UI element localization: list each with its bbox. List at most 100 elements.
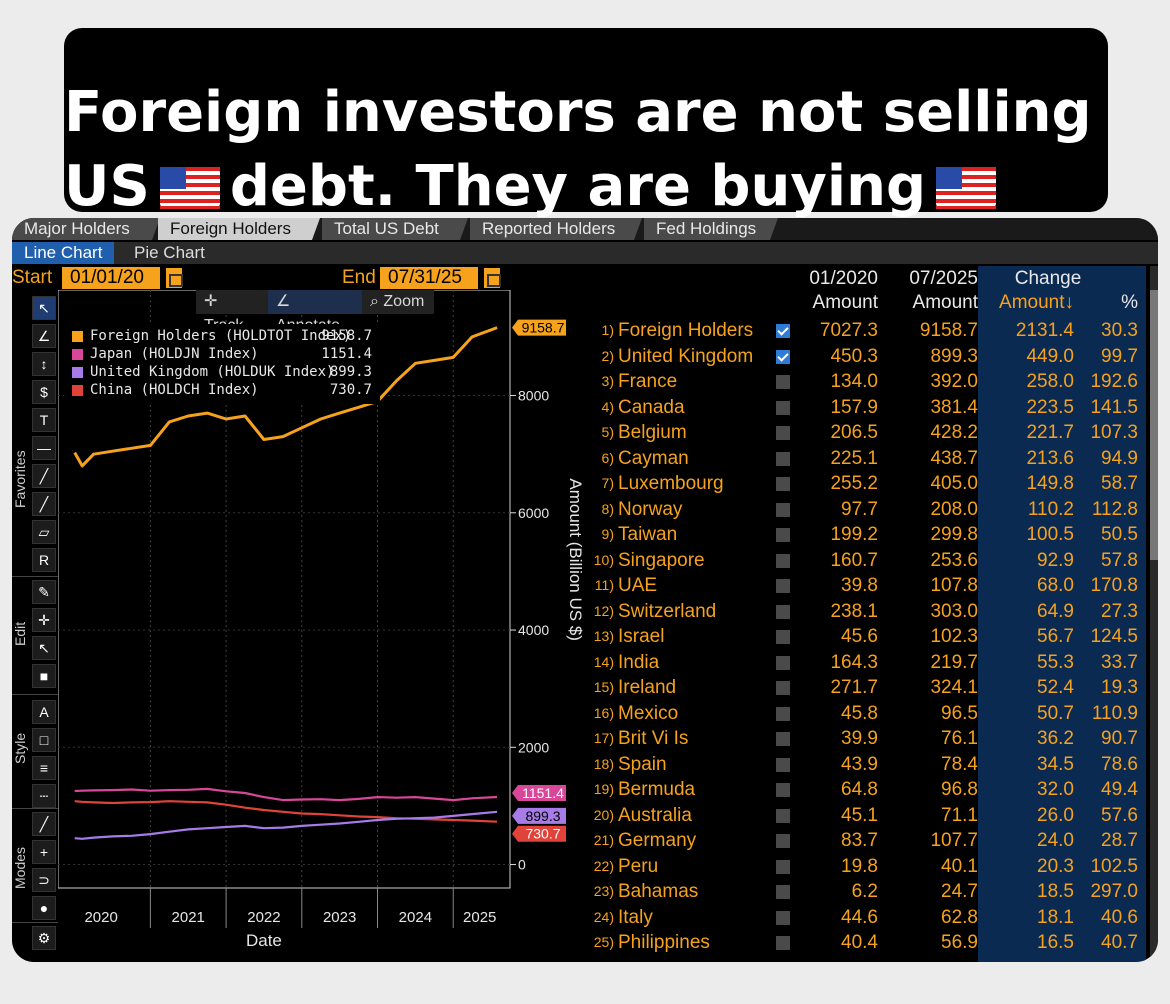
start-date-field[interactable]: 01/01/20 bbox=[62, 267, 160, 289]
table-row[interactable]: 9) Taiwan 199.2 299.8 100.5 50.5 bbox=[578, 522, 1144, 547]
eraser-icon[interactable]: ╱ bbox=[32, 812, 56, 836]
row-name[interactable]: Israel bbox=[618, 626, 665, 647]
line-tool-icon[interactable]: ∠ bbox=[32, 324, 56, 348]
table-row[interactable]: 6) Cayman 225.1 438.7 213.6 94.9 bbox=[578, 446, 1144, 471]
row-name[interactable]: Bahamas bbox=[618, 881, 699, 902]
tab-total-us-debt[interactable]: Total US Debt bbox=[322, 218, 468, 240]
table-row[interactable]: 3) France 134.0 392.0 258.0 192.6 bbox=[578, 369, 1144, 394]
row-name[interactable]: Cayman bbox=[618, 447, 689, 469]
scrollbar-thumb[interactable] bbox=[1150, 290, 1158, 560]
tab-reported-holders[interactable]: Reported Holders bbox=[470, 218, 642, 240]
row-checkbox[interactable] bbox=[776, 477, 790, 491]
tab-major-holders[interactable]: Major Holders bbox=[12, 218, 160, 240]
row-checkbox[interactable] bbox=[776, 528, 790, 542]
row-checkbox[interactable] bbox=[776, 655, 790, 670]
row-name[interactable]: India bbox=[618, 651, 660, 673]
row-name[interactable]: Peru bbox=[618, 855, 659, 877]
end-date-field[interactable]: 07/31/25 bbox=[380, 267, 478, 289]
tab-foreign-holders[interactable]: Foreign Holders bbox=[158, 218, 320, 240]
end-calendar-icon[interactable] bbox=[484, 268, 501, 288]
table-row[interactable]: 8) Norway 97.7 208.0 110.2 112.8 bbox=[578, 497, 1144, 522]
table-row[interactable]: 13) Israel 45.6 102.3 56.7 124.5 bbox=[578, 624, 1144, 649]
row-checkbox[interactable] bbox=[776, 885, 790, 899]
table-row[interactable]: 4) Canada 157.9 381.4 223.5 141.5 bbox=[578, 395, 1144, 420]
percent-tool-icon[interactable]: ↕ bbox=[32, 352, 56, 376]
channel-tool-icon[interactable]: ▱ bbox=[32, 520, 56, 544]
pointer-tool-icon[interactable]: ↖ bbox=[32, 296, 56, 320]
row-checkbox[interactable] bbox=[776, 451, 790, 466]
zoom-button[interactable]: ⌕ Zoom bbox=[362, 290, 434, 314]
table-row[interactable]: 20) Australia 45.1 71.1 26.0 57.6 bbox=[578, 803, 1144, 828]
table-row[interactable]: 11) UAE 39.8 107.8 68.0 170.8 bbox=[578, 573, 1144, 598]
row-checkbox[interactable] bbox=[776, 400, 790, 415]
row-name[interactable]: Italy bbox=[618, 906, 653, 928]
track-button[interactable]: ✛ Track bbox=[196, 290, 268, 334]
row-checkbox[interactable] bbox=[776, 324, 790, 338]
row-name[interactable]: Switzerland bbox=[618, 600, 717, 622]
subtab-line-chart[interactable]: Line Chart bbox=[12, 242, 115, 264]
row-name[interactable]: Ireland bbox=[618, 677, 677, 698]
font-style-icon[interactable]: A bbox=[32, 700, 56, 724]
row-checkbox[interactable] bbox=[776, 349, 790, 364]
row-name[interactable]: Canada bbox=[618, 396, 685, 418]
pencil-icon[interactable]: ✎ bbox=[32, 580, 56, 604]
table-row[interactable]: 19) Bermuda 64.8 96.8 32.0 49.4 bbox=[578, 777, 1144, 802]
row-checkbox[interactable] bbox=[776, 579, 790, 593]
row-name[interactable]: Germany bbox=[618, 830, 697, 851]
start-calendar-icon[interactable] bbox=[166, 268, 183, 288]
table-row[interactable]: 22) Peru 19.8 40.1 20.3 102.5 bbox=[578, 854, 1144, 879]
row-name[interactable]: Philippines bbox=[618, 932, 710, 953]
table-row[interactable]: 24) Italy 44.6 62.8 18.1 40.6 bbox=[578, 905, 1144, 930]
row-checkbox[interactable] bbox=[776, 834, 790, 848]
row-checkbox[interactable] bbox=[776, 375, 790, 389]
row-name[interactable]: Belgium bbox=[618, 422, 687, 443]
row-checkbox[interactable] bbox=[776, 808, 790, 823]
table-row[interactable]: 5) Belgium 206.5 428.2 221.7 107.3 bbox=[578, 420, 1144, 445]
row-checkbox[interactable] bbox=[776, 732, 790, 746]
magnet-icon[interactable]: ⊃ bbox=[32, 868, 56, 892]
select-add-icon[interactable]: ↖ bbox=[32, 636, 56, 660]
dollar-tool-icon[interactable]: $ bbox=[32, 380, 56, 404]
row-checkbox[interactable] bbox=[776, 630, 790, 644]
trash-icon[interactable]: ■ bbox=[32, 664, 56, 688]
row-name[interactable]: Australia bbox=[618, 804, 692, 826]
row-checkbox[interactable] bbox=[776, 757, 790, 772]
horizontal-line-icon[interactable]: — bbox=[32, 436, 56, 460]
table-row[interactable]: 21) Germany 83.7 107.7 24.0 28.7 bbox=[578, 828, 1144, 853]
header-amount-2[interactable]: Amount bbox=[912, 292, 978, 313]
fill-color-icon[interactable]: □ bbox=[32, 728, 56, 752]
table-row[interactable]: 14) India 164.3 219.7 55.3 33.7 bbox=[578, 650, 1144, 675]
row-checkbox[interactable] bbox=[776, 859, 790, 874]
header-amount-1[interactable]: Amount bbox=[812, 292, 878, 313]
line-dash-icon[interactable]: ┄ bbox=[32, 784, 56, 808]
row-checkbox[interactable] bbox=[776, 426, 790, 440]
table-row[interactable]: 12) Switzerland 238.1 303.0 64.9 27.3 bbox=[578, 599, 1144, 624]
row-name[interactable]: Luxembourg bbox=[618, 473, 724, 494]
row-name[interactable]: UAE bbox=[618, 575, 658, 596]
table-scrollbar[interactable] bbox=[1150, 266, 1158, 962]
settings-gear-icon[interactable]: ⚙ bbox=[32, 926, 56, 950]
header-percent[interactable]: % bbox=[1121, 292, 1138, 313]
row-checkbox[interactable] bbox=[776, 783, 790, 797]
annotate-button[interactable]: ∠ Annotate bbox=[268, 290, 362, 334]
line-weight-icon[interactable]: ≡ bbox=[32, 756, 56, 780]
table-row[interactable]: 2) United Kingdom 450.3 899.3 449.0 99.7 bbox=[578, 344, 1144, 369]
row-name[interactable]: Foreign Holders bbox=[618, 320, 754, 341]
table-row[interactable]: 25) Philippines 40.4 56.9 16.5 40.7 bbox=[578, 930, 1144, 955]
row-name[interactable]: Taiwan bbox=[618, 524, 678, 545]
regression-tool-icon[interactable]: R bbox=[32, 548, 56, 572]
row-name[interactable]: Spain bbox=[618, 753, 667, 775]
tab-fed-holdings[interactable]: Fed Holdings bbox=[644, 218, 778, 240]
table-row[interactable]: 1) Foreign Holders 7027.3 9158.7 2131.4 30.3 bbox=[578, 318, 1144, 343]
text-tool-icon[interactable]: T bbox=[32, 408, 56, 432]
table-row[interactable]: 16) Mexico 45.8 96.5 50.7 110.9 bbox=[578, 701, 1144, 726]
subtab-pie-chart[interactable]: Pie Chart bbox=[134, 243, 205, 262]
row-name[interactable]: Norway bbox=[618, 498, 683, 520]
header-amount-change[interactable]: Amount↓ bbox=[999, 292, 1074, 313]
row-name[interactable]: France bbox=[618, 371, 678, 392]
row-checkbox[interactable] bbox=[776, 604, 790, 619]
row-name[interactable]: Singapore bbox=[618, 549, 705, 571]
ray-line-icon[interactable]: ╱ bbox=[32, 492, 56, 516]
row-checkbox[interactable] bbox=[776, 910, 790, 925]
row-name[interactable]: Brit Vi Is bbox=[618, 728, 689, 749]
